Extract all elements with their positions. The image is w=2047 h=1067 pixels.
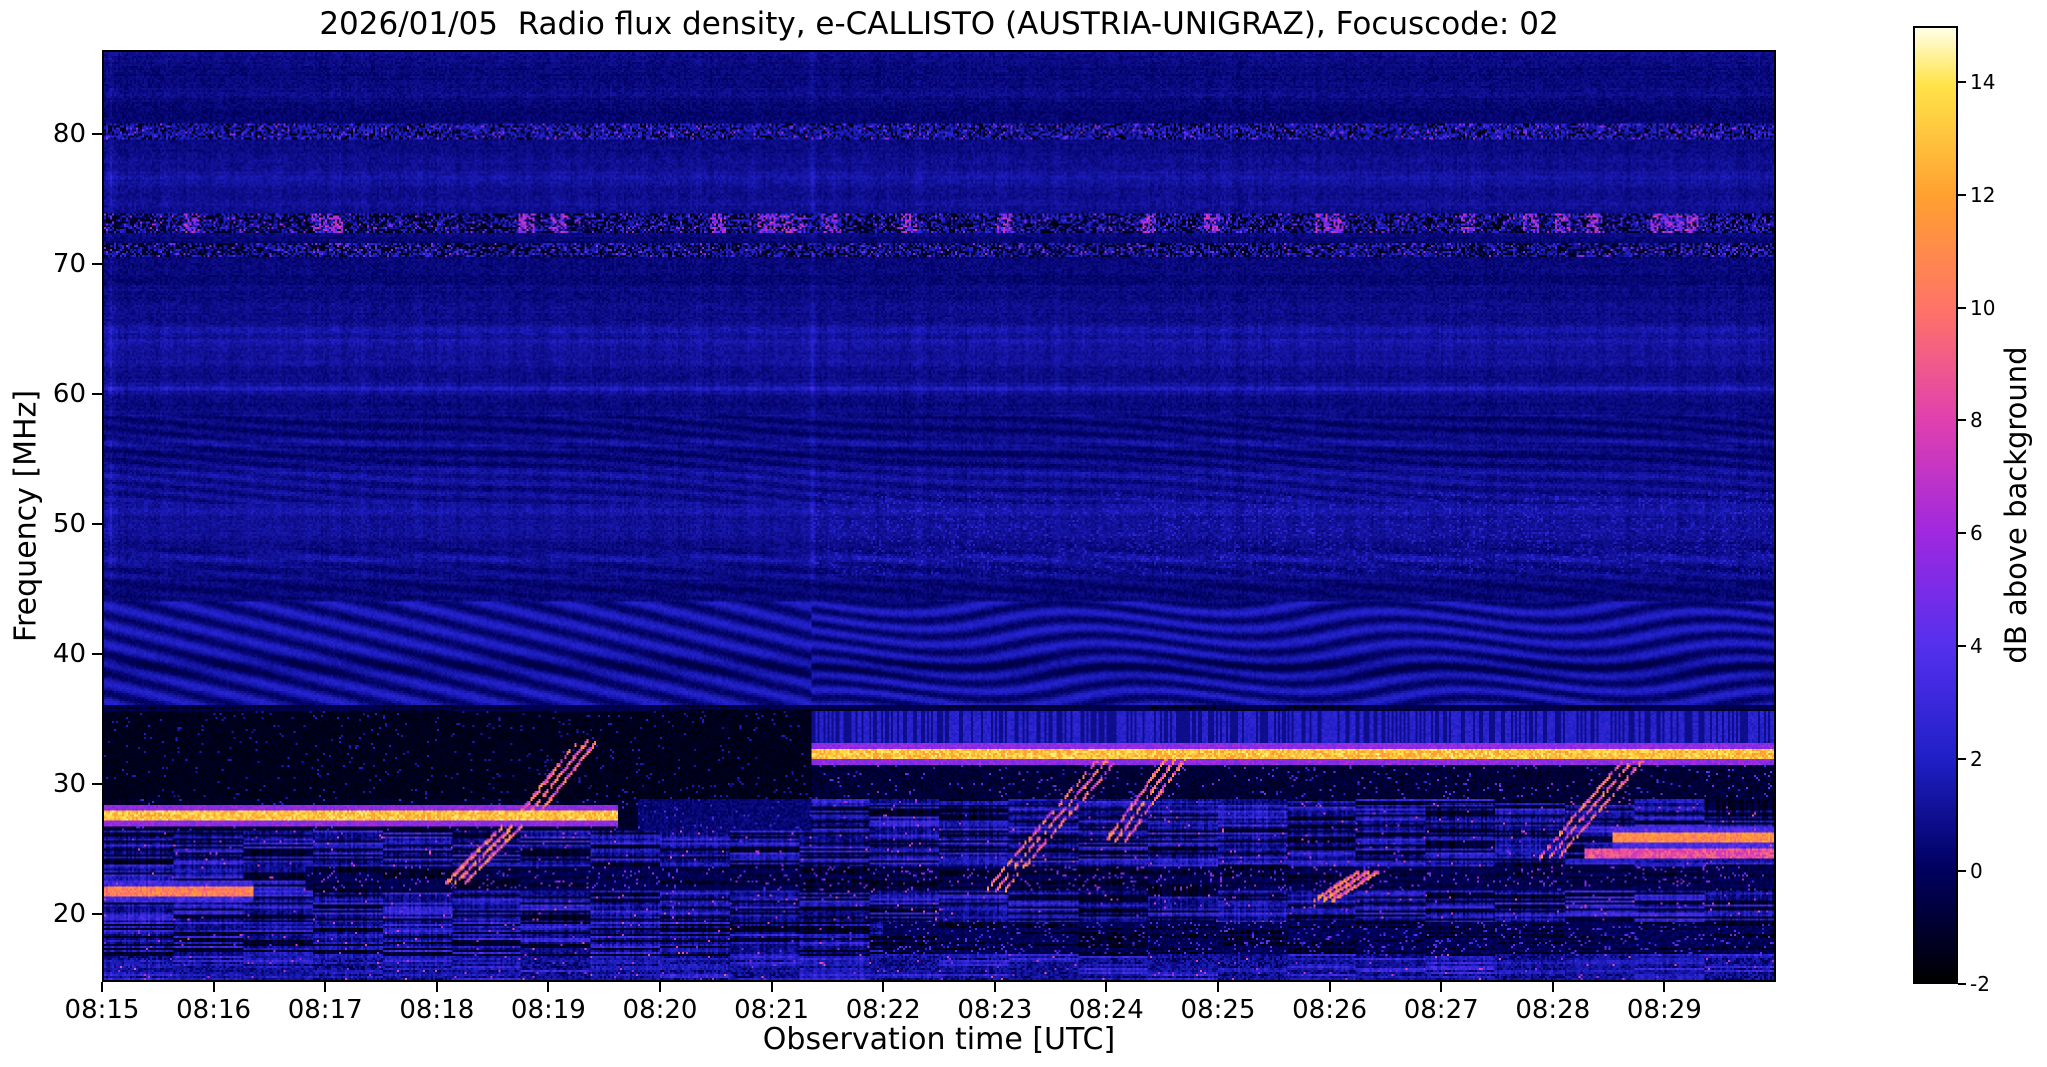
y-tick-mark — [92, 133, 102, 135]
x-tick-label: 08:26 — [1292, 995, 1368, 1025]
y-tick-mark — [92, 393, 102, 395]
x-tick-mark — [1552, 982, 1554, 992]
x-tick-label: 08:29 — [1626, 995, 1702, 1025]
x-tick-label: 08:22 — [845, 995, 921, 1025]
y-tick-mark — [92, 783, 102, 785]
colorbar-tick-mark — [1958, 419, 1966, 421]
x-tick-label: 08:27 — [1403, 995, 1479, 1025]
y-tick-mark — [92, 523, 102, 525]
colorbar — [1913, 26, 1958, 984]
y-tick-label: 80 — [52, 119, 86, 150]
x-axis-label: Observation time [UTC] — [762, 1022, 1116, 1057]
x-tick-mark — [547, 982, 549, 992]
colorbar-tick-mark — [1958, 81, 1966, 83]
plot-area — [102, 50, 1776, 982]
x-tick-label: 08:19 — [510, 995, 586, 1025]
x-tick-label: 08:16 — [176, 995, 252, 1025]
y-tick-label: 20 — [52, 899, 86, 930]
x-tick-mark — [1217, 982, 1219, 992]
x-tick-mark — [101, 982, 103, 992]
x-tick-label: 08:18 — [399, 995, 475, 1025]
y-tick-label: 60 — [52, 379, 86, 410]
x-tick-mark — [994, 982, 996, 992]
x-tick-label: 08:23 — [957, 995, 1033, 1025]
x-tick-mark — [436, 982, 438, 992]
y-tick-label: 50 — [52, 509, 86, 540]
x-tick-label: 08:21 — [734, 995, 810, 1025]
x-tick-label: 08:28 — [1515, 995, 1591, 1025]
colorbar-tick-mark — [1958, 532, 1966, 534]
x-tick-mark — [324, 982, 326, 992]
y-tick-label: 30 — [52, 769, 86, 800]
chart-title: 2026/01/05 Radio flux density, e-CALLIST… — [319, 6, 1559, 42]
y-tick-label: 70 — [52, 249, 86, 280]
x-tick-label: 08:20 — [622, 995, 698, 1025]
colorbar-tick-label: 0 — [1970, 859, 1983, 884]
x-tick-label: 08:17 — [287, 995, 363, 1025]
colorbar-tick-mark — [1958, 870, 1966, 872]
x-tick-mark — [1440, 982, 1442, 992]
x-tick-label: 08:25 — [1180, 995, 1256, 1025]
colorbar-tick-label: 2 — [1970, 746, 1983, 771]
y-tick-mark — [92, 263, 102, 265]
spectrogram-canvas — [104, 52, 1774, 980]
x-tick-mark — [771, 982, 773, 992]
y-tick-mark — [92, 653, 102, 655]
colorbar-tick-mark — [1958, 307, 1966, 309]
colorbar-tick-mark — [1958, 194, 1966, 196]
x-tick-label: 08:15 — [64, 995, 140, 1025]
colorbar-tick-label: 6 — [1970, 521, 1983, 546]
y-tick-mark — [92, 913, 102, 915]
x-tick-mark — [1329, 982, 1331, 992]
x-tick-mark — [659, 982, 661, 992]
colorbar-tick-label: -2 — [1970, 972, 1990, 996]
x-tick-mark — [1105, 982, 1107, 992]
colorbar-tick-mark — [1958, 983, 1966, 985]
colorbar-tick-label: 4 — [1970, 633, 1983, 658]
colorbar-tick-label: 12 — [1970, 183, 1996, 208]
colorbar-label: dB above background — [1999, 346, 2033, 664]
colorbar-tick-label: 14 — [1970, 70, 1996, 95]
x-tick-mark — [213, 982, 215, 992]
colorbar-tick-label: 8 — [1970, 408, 1983, 433]
x-tick-label: 08:24 — [1068, 995, 1144, 1025]
colorbar-tick-mark — [1958, 645, 1966, 647]
y-axis-label: Frequency [MHz] — [8, 389, 44, 643]
y-tick-label: 40 — [52, 639, 86, 670]
colorbar-tick-mark — [1958, 758, 1966, 760]
x-tick-mark — [882, 982, 884, 992]
x-tick-mark — [1663, 982, 1665, 992]
colorbar-tick-label: 10 — [1970, 295, 1996, 320]
